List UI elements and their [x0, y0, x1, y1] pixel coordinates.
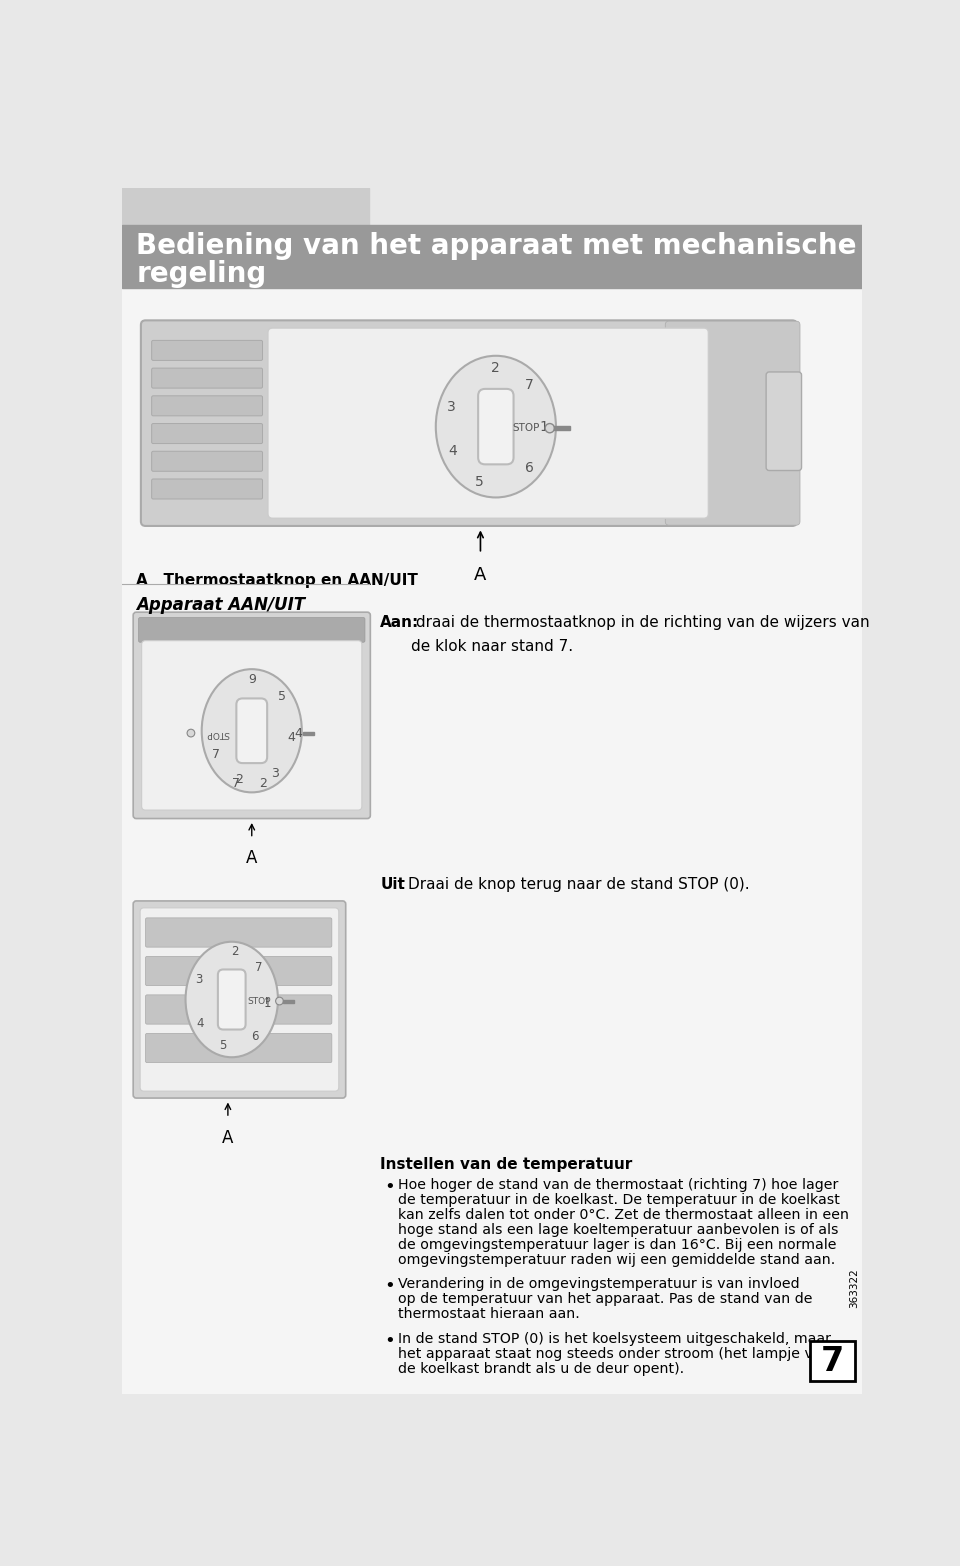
- FancyBboxPatch shape: [478, 388, 514, 465]
- FancyBboxPatch shape: [133, 900, 346, 1098]
- Text: 3: 3: [446, 399, 455, 413]
- Text: 6: 6: [252, 1029, 259, 1043]
- Text: 2: 2: [235, 774, 243, 786]
- FancyBboxPatch shape: [152, 368, 262, 388]
- FancyBboxPatch shape: [141, 321, 797, 526]
- Text: 7: 7: [255, 962, 262, 974]
- Text: A: A: [474, 565, 487, 584]
- Ellipse shape: [185, 941, 278, 1057]
- Bar: [123, 226, 861, 288]
- FancyBboxPatch shape: [146, 918, 332, 947]
- FancyBboxPatch shape: [152, 423, 262, 443]
- FancyBboxPatch shape: [146, 994, 332, 1024]
- Text: STOP: STOP: [513, 423, 540, 434]
- Text: Verandering in de omgevingstemperatuur is van invloed: Verandering in de omgevingstemperatuur i…: [398, 1278, 800, 1292]
- Text: A: A: [246, 849, 257, 868]
- Text: 4: 4: [448, 445, 457, 459]
- Circle shape: [187, 730, 195, 738]
- Text: Apparaat AAN/UIT: Apparaat AAN/UIT: [136, 597, 305, 614]
- Text: •: •: [384, 1278, 395, 1295]
- FancyBboxPatch shape: [152, 479, 262, 500]
- Bar: [123, 188, 369, 226]
- Text: de koelkast brandt als u de deur opent).: de koelkast brandt als u de deur opent).: [398, 1362, 684, 1377]
- FancyBboxPatch shape: [142, 640, 362, 810]
- Text: 7: 7: [212, 749, 221, 761]
- Text: kan zelfs dalen tot onder 0°C. Zet de thermostaat alleen in een: kan zelfs dalen tot onder 0°C. Zet de th…: [398, 1209, 849, 1221]
- FancyBboxPatch shape: [140, 908, 339, 1092]
- Text: regeling: regeling: [136, 260, 267, 288]
- Text: Bediening van het apparaat met mechanische: Bediening van het apparaat met mechanisc…: [136, 232, 856, 260]
- Circle shape: [276, 998, 283, 1005]
- Text: omgevingstemperatuur raden wij een gemiddelde stand aan.: omgevingstemperatuur raden wij een gemid…: [398, 1253, 835, 1267]
- FancyBboxPatch shape: [236, 698, 267, 763]
- Text: In de stand STOP (0) is het koelsysteem uitgeschakeld, maar: In de stand STOP (0) is het koelsysteem …: [398, 1331, 831, 1345]
- Bar: [554, 426, 570, 429]
- Text: 4: 4: [197, 1016, 204, 1030]
- Text: 2: 2: [492, 362, 500, 376]
- Text: 6: 6: [525, 460, 534, 474]
- FancyBboxPatch shape: [152, 451, 262, 471]
- Text: 5: 5: [277, 689, 285, 703]
- Text: 5: 5: [475, 474, 484, 489]
- Text: : Draai de knop terug naar de stand STOP (0).: : Draai de knop terug naar de stand STOP…: [398, 877, 750, 893]
- Text: 1: 1: [540, 420, 548, 434]
- Bar: [303, 731, 314, 734]
- Text: 2: 2: [259, 777, 267, 789]
- Ellipse shape: [202, 669, 301, 792]
- Text: 1: 1: [264, 998, 272, 1010]
- Text: 2: 2: [231, 946, 239, 958]
- Text: •: •: [384, 1331, 395, 1350]
- Text: 363322: 363322: [849, 1268, 859, 1308]
- Text: 7: 7: [232, 777, 240, 789]
- Text: STOP: STOP: [247, 996, 271, 1005]
- Text: de temperatuur in de koelkast. De temperatuur in de koelkast: de temperatuur in de koelkast. De temper…: [398, 1193, 840, 1207]
- Text: 5: 5: [219, 1040, 226, 1052]
- Text: het apparaat staat nog steeds onder stroom (het lampje van: het apparaat staat nog steeds onder stro…: [398, 1347, 830, 1361]
- Text: thermostaat hieraan aan.: thermostaat hieraan aan.: [398, 1308, 580, 1322]
- FancyBboxPatch shape: [218, 969, 246, 1029]
- FancyBboxPatch shape: [146, 1034, 332, 1063]
- Text: Hoe hoger de stand van de thermostaat (richting 7) hoe lager: Hoe hoger de stand van de thermostaat (r…: [398, 1178, 838, 1192]
- Text: de omgevingstemperatuur lager is dan 16°C. Bij een normale: de omgevingstemperatuur lager is dan 16°…: [398, 1239, 836, 1253]
- Text: 3: 3: [195, 972, 203, 987]
- Text: 7: 7: [821, 1345, 844, 1378]
- Text: 4: 4: [294, 727, 301, 739]
- Text: op de temperatuur van het apparaat. Pas de stand van de: op de temperatuur van het apparaat. Pas …: [398, 1292, 812, 1306]
- FancyBboxPatch shape: [665, 321, 800, 525]
- FancyBboxPatch shape: [133, 612, 371, 819]
- Text: •: •: [384, 1178, 395, 1196]
- Text: draai de thermostaatknop in de richting van de wijzers van
de klok naar stand 7.: draai de thermostaatknop in de richting …: [411, 615, 870, 653]
- FancyBboxPatch shape: [138, 617, 365, 642]
- Text: 3: 3: [271, 766, 278, 780]
- Bar: [810, 1342, 854, 1381]
- FancyBboxPatch shape: [268, 327, 708, 518]
- Text: hoge stand als een lage koeltemperatuur aanbevolen is of als: hoge stand als een lage koeltemperatuur …: [398, 1223, 839, 1237]
- Ellipse shape: [436, 355, 556, 498]
- Text: 7: 7: [525, 379, 534, 392]
- Text: 9: 9: [248, 673, 255, 686]
- FancyBboxPatch shape: [152, 340, 262, 360]
- Bar: [283, 999, 294, 1002]
- Text: Uit: Uit: [380, 877, 405, 893]
- Text: STOP: STOP: [205, 728, 229, 738]
- FancyBboxPatch shape: [152, 396, 262, 417]
- Text: Aan:: Aan:: [380, 615, 420, 630]
- FancyBboxPatch shape: [146, 957, 332, 985]
- FancyBboxPatch shape: [766, 373, 802, 470]
- Text: Instellen van de temperatuur: Instellen van de temperatuur: [380, 1157, 633, 1171]
- Text: A: A: [222, 1129, 233, 1146]
- Circle shape: [545, 423, 554, 432]
- Text: 4: 4: [287, 731, 296, 744]
- Text: A   Thermostaatknop en AAN/UIT: A Thermostaatknop en AAN/UIT: [136, 573, 419, 587]
